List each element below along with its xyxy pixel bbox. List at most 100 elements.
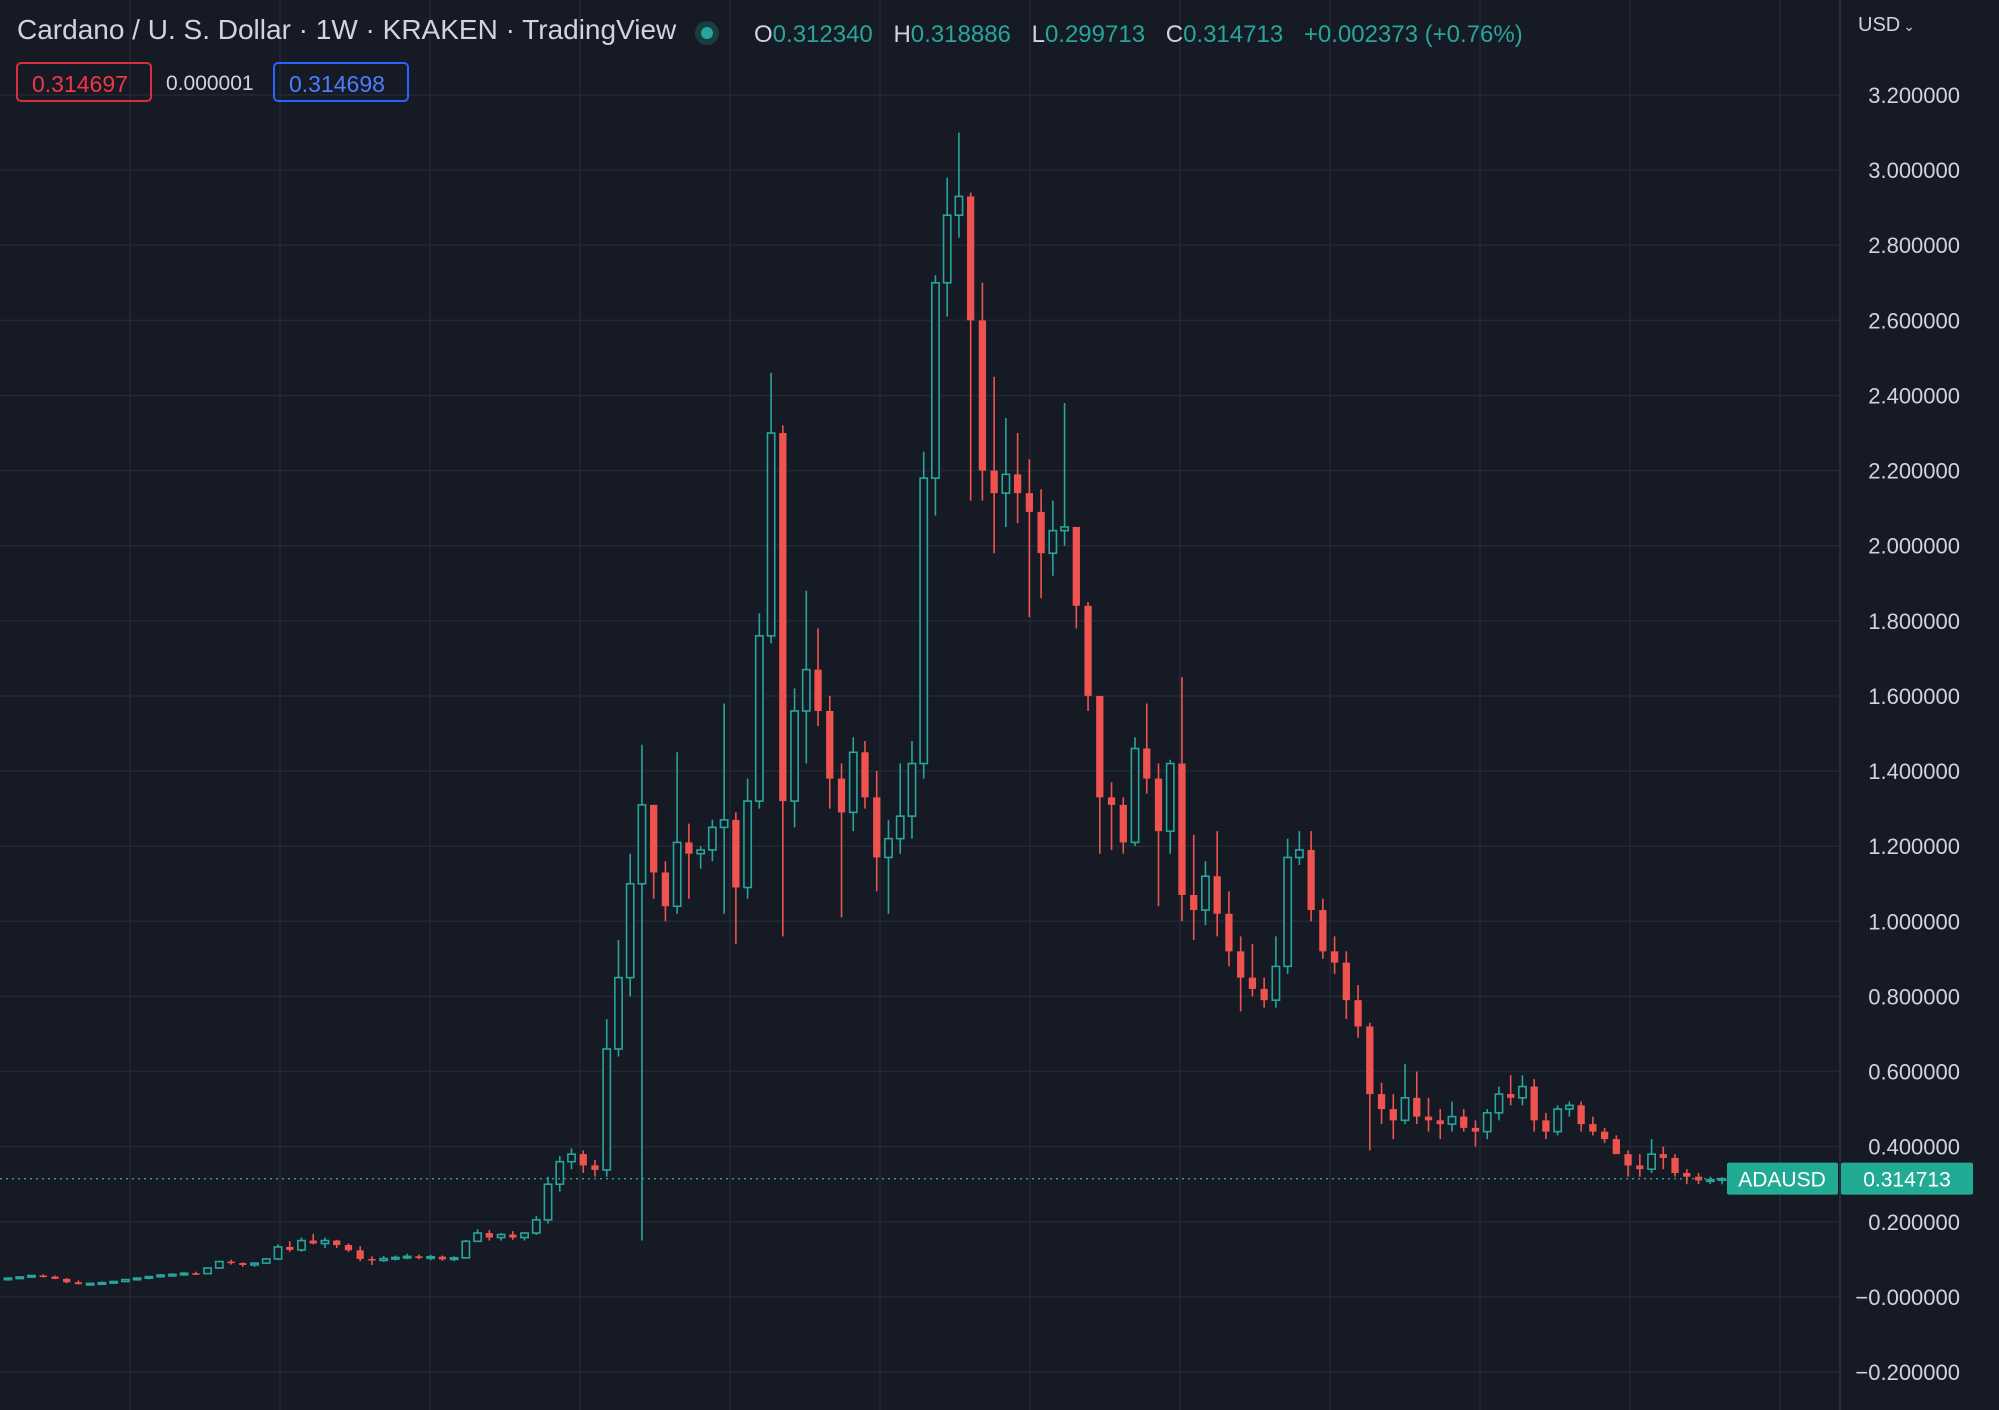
candle	[239, 1262, 247, 1267]
candle	[333, 1239, 341, 1249]
candle-body	[1683, 1172, 1691, 1177]
y-tick-label: 2.800000	[1868, 233, 1960, 258]
candle	[39, 1274, 47, 1278]
candle	[1201, 861, 1210, 926]
candle	[1307, 831, 1315, 922]
candle	[1213, 831, 1221, 937]
candle-body	[1517, 1085, 1527, 1099]
buy-price-button[interactable]: 0.314698	[273, 62, 409, 102]
candle	[1237, 936, 1245, 1012]
candle	[227, 1259, 235, 1265]
candle	[3, 1277, 13, 1281]
candle	[1025, 459, 1033, 618]
candle-body	[132, 1277, 142, 1281]
candle	[873, 771, 881, 892]
candle-body	[1237, 951, 1245, 978]
candle	[637, 744, 647, 1241]
candle-body	[1354, 1000, 1362, 1027]
symbol-tag-bg	[1727, 1162, 1838, 1195]
candle	[848, 737, 858, 832]
candle	[1377, 1082, 1386, 1125]
candle-body	[625, 882, 635, 979]
candle	[1143, 703, 1151, 794]
candle	[1507, 1075, 1515, 1106]
candle-body	[368, 1258, 376, 1261]
chart-title: Cardano / U. S. Dollar · 1W · KRAKEN · T…	[17, 14, 677, 45]
candle-body	[214, 1260, 224, 1269]
candle-body	[109, 1280, 119, 1284]
candle-body	[919, 477, 929, 765]
candle-body	[1271, 965, 1281, 1001]
candle-body	[1636, 1165, 1644, 1170]
candle-body	[543, 1183, 553, 1221]
high-label: H	[893, 21, 911, 48]
candle	[97, 1281, 107, 1286]
candle	[1413, 1071, 1421, 1125]
candle-body	[167, 1273, 177, 1277]
candle	[1460, 1109, 1468, 1132]
low-value: 0.299713	[1044, 21, 1146, 48]
candle-body	[1377, 1094, 1386, 1110]
candle-body	[685, 842, 693, 854]
candle-body	[1154, 778, 1163, 832]
candle	[461, 1239, 471, 1259]
candle	[273, 1244, 283, 1261]
sell-price-button[interactable]: 0.314697	[16, 62, 152, 102]
candle-body	[1130, 747, 1140, 844]
candle	[1096, 695, 1104, 854]
candle	[203, 1267, 213, 1275]
candle-body	[1260, 988, 1268, 1001]
close-label: C	[1165, 21, 1184, 48]
change-value: +0.002373 (+0.76%)	[1303, 21, 1523, 48]
ohlc-legend: O0.312340 H0.318886 L0.299713 C0.314713 …	[754, 21, 1523, 49]
y-tick-label: 3.000000	[1868, 158, 1960, 183]
candle	[261, 1257, 271, 1264]
candle	[1178, 677, 1186, 922]
candle-body	[39, 1275, 47, 1278]
candle-body	[156, 1274, 166, 1278]
candle-body	[661, 872, 670, 907]
candle	[1366, 1022, 1374, 1151]
y-tick-label: 1.000000	[1868, 909, 1960, 934]
candle	[1447, 1101, 1457, 1132]
candle	[74, 1280, 83, 1285]
candle-body	[1307, 849, 1315, 911]
candle	[520, 1232, 529, 1241]
y-tick-label: 1.800000	[1868, 609, 1960, 634]
candle-body	[1201, 875, 1210, 911]
candle	[1342, 951, 1350, 1019]
candle-body	[873, 797, 881, 858]
candle	[1636, 1154, 1644, 1177]
candle-body	[286, 1246, 294, 1250]
candle-body	[1671, 1157, 1679, 1173]
candle	[179, 1272, 189, 1276]
candle	[1705, 1176, 1715, 1185]
candle-body	[520, 1232, 529, 1239]
candle	[63, 1278, 71, 1284]
candle	[1659, 1146, 1667, 1170]
candle-body	[438, 1256, 447, 1260]
candle	[978, 282, 987, 501]
candle-body	[1037, 511, 1045, 554]
candle-body	[356, 1250, 364, 1259]
candle-body	[1248, 977, 1257, 989]
candle-body	[333, 1240, 341, 1246]
candle-body	[567, 1153, 576, 1163]
y-tick-label: 0.800000	[1868, 984, 1960, 1009]
candle	[1424, 1097, 1433, 1132]
candle	[1600, 1127, 1609, 1143]
candle-body	[1460, 1116, 1468, 1128]
candle-body	[1471, 1127, 1480, 1132]
candles-layer	[0, 132, 1840, 1286]
candle	[496, 1233, 506, 1241]
candle-body	[555, 1160, 565, 1186]
currency-selector[interactable]: USD ⌄	[1858, 14, 1915, 37]
price-axis: 3.200000 3.000000 2.800000 2.600000 2.400000…	[1727, 0, 1973, 1410]
y-tick-label: 2.400000	[1868, 383, 1960, 408]
candle	[167, 1273, 177, 1277]
candle-body	[1225, 913, 1233, 952]
candle-body	[120, 1278, 130, 1283]
candle-body	[1553, 1108, 1563, 1133]
candle-body	[707, 826, 717, 851]
